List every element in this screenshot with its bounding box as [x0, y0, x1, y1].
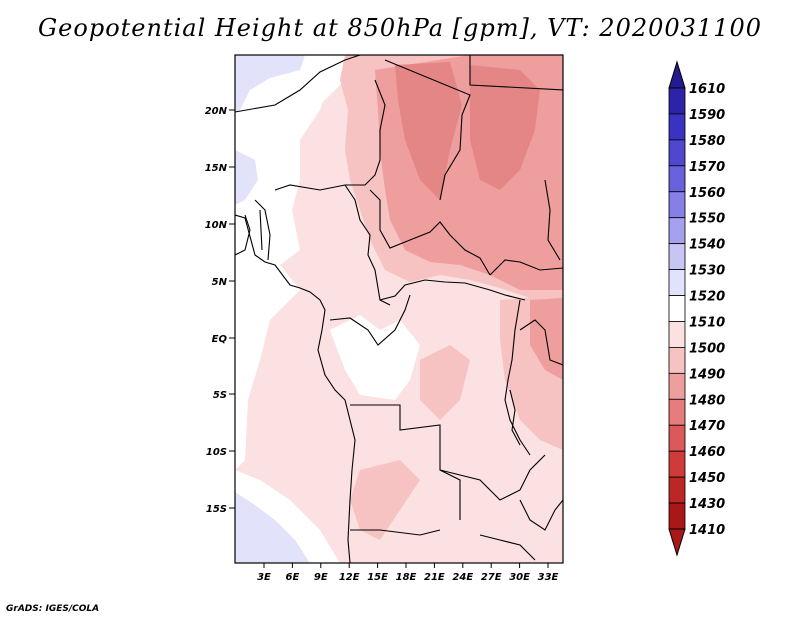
latitude-axis: 20N 15N 10N 5N EQ 5S 10S 15S: [205, 106, 235, 515]
colorbar: 1610 1590 1580 1570 1560 1550 1540 1530 1520 1510…: [668, 60, 725, 557]
lon-tick-label: 18E: [396, 572, 417, 583]
border-nigeria: [274, 79, 386, 191]
country-borders: [235, 55, 563, 563]
lon-tick-label: 12E: [339, 572, 360, 583]
border-car-south: [379, 279, 526, 301]
lat-tick-label: 15N: [205, 163, 228, 174]
lon-tick-label: 33E: [538, 572, 559, 583]
field-white-central: [330, 315, 420, 400]
lat-tick-label: EQ: [212, 334, 228, 345]
field-blue-northwest: [235, 55, 305, 112]
colorbar-segment: [668, 476, 686, 504]
lon-tick-label: 24E: [452, 572, 473, 583]
colorbar-label: 1470: [689, 419, 725, 434]
border-mali-niger: [235, 55, 361, 113]
lat-tick-label: 5N: [212, 277, 228, 288]
border-congo: [329, 294, 411, 346]
colorbar-label: 1520: [689, 290, 725, 305]
lat-tick-label: 10S: [206, 447, 227, 458]
colorbar-label: 1540: [689, 238, 725, 253]
colorbar-segment: [668, 113, 686, 141]
border-ghana: [235, 214, 251, 256]
colorbar-segment: [668, 424, 686, 452]
colorbar-label: 1570: [689, 160, 725, 175]
field-blue-west: [235, 150, 258, 205]
colorbar-label: 1500: [689, 341, 725, 356]
border-zambia: [439, 454, 546, 501]
colorbar-segment: [668, 87, 686, 115]
colorbar-label: 1610: [689, 82, 725, 97]
lon-tick-label: 27E: [481, 572, 502, 583]
border-lake-tanganyika: [509, 389, 521, 446]
border-benin: [254, 199, 271, 261]
colorbar-label: 1490: [689, 367, 725, 382]
border-angola: [350, 404, 461, 520]
field-1470-north: [395, 62, 462, 200]
border-mozambique: [519, 499, 563, 531]
colorbar-bottom-arrow: [668, 528, 686, 557]
lon-tick-label: 6E: [286, 572, 300, 583]
colorbar-segment: [668, 165, 686, 193]
border-togo: [259, 209, 263, 251]
lat-tick-label: 15S: [206, 504, 227, 515]
colorbar-label: 1580: [689, 134, 725, 149]
lon-tick-label: 3E: [257, 572, 271, 583]
credit-text: GrADS: IGES/COLA: [6, 604, 100, 614]
border-chad-car: [369, 189, 491, 276]
lon-tick-label: 15E: [367, 572, 388, 583]
lon-tick-label: 9E: [314, 572, 328, 583]
height-field: [235, 55, 563, 563]
colorbar-segment: [668, 372, 686, 400]
chart-title: Geopotential Height at 850hPa [gpm], VT:…: [38, 14, 762, 42]
border-cameroon: [344, 184, 391, 306]
colorbar-label: 1530: [689, 264, 725, 279]
colorbar-label: 1410: [689, 523, 725, 538]
border-sudan-ss: [489, 259, 563, 276]
colorbar-segment: [668, 295, 686, 322]
border-namibia: [350, 529, 441, 536]
colorbar-segment: [668, 243, 686, 270]
border-niger-chad: [384, 59, 471, 201]
lat-tick-label: 20N: [205, 106, 228, 117]
longitude-axis: 3E 6E 9E 12E 15E 18E 21E 24E 27E 30E 33E: [257, 563, 559, 583]
colorbar-label: 1480: [689, 393, 725, 408]
lat-tick-label: 5S: [213, 390, 227, 401]
lon-tick-label: 30E: [509, 572, 530, 583]
colorbar-segment: [668, 398, 686, 426]
colorbar-segment: [668, 269, 686, 296]
colorbar-label: 1550: [689, 212, 725, 227]
field-1490-center: [420, 345, 470, 420]
field-blue-southwest: [235, 492, 310, 563]
colorbar-label: 1430: [689, 497, 725, 512]
border-chad-sudan: [469, 55, 563, 91]
colorbar-segment: [668, 191, 686, 219]
border-drc-east: [504, 299, 531, 456]
colorbar-segment: [668, 450, 686, 478]
lon-tick-label: 21E: [424, 572, 445, 583]
colorbar-label: 1460: [689, 445, 725, 460]
colorbar-label: 1510: [689, 315, 725, 330]
colorbar-label: 1560: [689, 186, 725, 201]
field-white-west: [235, 55, 330, 470]
colorbar-segment: [668, 347, 686, 374]
border-zimbabwe: [479, 534, 536, 561]
border-ethiopia: [544, 179, 561, 261]
colorbar-segment: [668, 139, 686, 167]
colorbar-label: 1450: [689, 471, 725, 486]
colorbar-label: 1590: [689, 108, 725, 123]
border-east-lakes: [519, 319, 563, 366]
lat-tick-label: 10N: [205, 220, 228, 231]
coastline-west: [235, 214, 356, 563]
field-1490-south: [350, 460, 420, 540]
map-frame: [234, 54, 564, 564]
field-1470-northeast: [470, 65, 540, 190]
colorbar-segment: [668, 321, 686, 348]
colorbar-segment: [668, 502, 686, 530]
colorbar-segment: [668, 217, 686, 245]
colorbar-top-arrow: [668, 60, 686, 89]
